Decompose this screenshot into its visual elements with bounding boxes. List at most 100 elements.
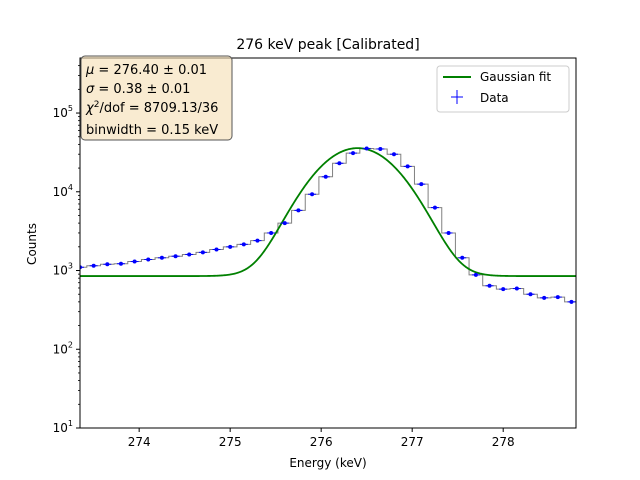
data-point-marker bbox=[460, 255, 465, 260]
data-point bbox=[540, 295, 549, 300]
data-point-marker bbox=[200, 250, 205, 255]
stats-line: σ = 0.38 ± 0.01 bbox=[86, 82, 190, 97]
data-point-marker bbox=[378, 146, 383, 151]
data-point bbox=[116, 261, 125, 266]
data-point bbox=[430, 205, 439, 210]
data-point bbox=[553, 295, 562, 300]
data-point bbox=[130, 259, 139, 264]
data-point bbox=[458, 255, 467, 260]
x-tick-label: 277 bbox=[401, 435, 424, 449]
data-point-marker bbox=[473, 272, 478, 277]
data-point-marker bbox=[187, 252, 192, 257]
plot-area: 274 275 276 277 278 101 102 103 104 105 Gaussian f… bbox=[53, 55, 577, 449]
legend-data-label: Data bbox=[480, 91, 509, 105]
data-point bbox=[253, 238, 262, 243]
data-point-marker bbox=[364, 146, 369, 151]
data-point bbox=[362, 146, 371, 151]
data-point-marker bbox=[118, 261, 123, 266]
data-point-marker bbox=[269, 230, 274, 235]
y-tick-label: 102 bbox=[53, 340, 73, 356]
legend: Gaussian fit Data bbox=[436, 65, 570, 113]
data-point-marker bbox=[323, 174, 328, 179]
data-point bbox=[499, 287, 508, 292]
data-point-marker bbox=[282, 221, 287, 226]
data-point bbox=[226, 244, 235, 249]
chart-title: 276 keV peak [Calibrated] bbox=[236, 37, 419, 53]
data-point-marker bbox=[419, 182, 424, 187]
plot-contents bbox=[80, 146, 576, 304]
data-point-marker bbox=[446, 230, 451, 235]
data-point-marker bbox=[487, 283, 492, 288]
data-point bbox=[417, 182, 426, 187]
data-point-marker bbox=[501, 287, 506, 292]
data-point bbox=[349, 151, 358, 156]
data-point bbox=[321, 174, 330, 179]
data-point-marker bbox=[528, 292, 533, 297]
data-point-marker bbox=[296, 208, 301, 213]
data-point bbox=[103, 262, 112, 267]
data-point bbox=[308, 192, 317, 197]
data-point bbox=[267, 230, 276, 235]
data-point-marker bbox=[337, 161, 342, 166]
data-point-marker bbox=[241, 242, 246, 247]
data-point bbox=[144, 257, 153, 262]
data-point bbox=[212, 247, 221, 252]
data-point-marker bbox=[432, 205, 437, 210]
data-point bbox=[157, 255, 166, 260]
data-point bbox=[335, 161, 344, 166]
data-point bbox=[171, 254, 180, 259]
data-point-marker bbox=[146, 257, 151, 262]
data-point bbox=[89, 263, 98, 268]
data-point bbox=[485, 283, 494, 288]
data-point-marker bbox=[173, 254, 178, 259]
axes-frame bbox=[79, 57, 577, 429]
legend-fit-label: Gaussian fit bbox=[480, 70, 551, 84]
y-axis-label: Counts bbox=[25, 223, 39, 265]
stats-binwidth: binwidth = 0.15 keV bbox=[86, 123, 218, 138]
data-point-marker bbox=[391, 152, 396, 157]
data-point bbox=[198, 250, 207, 255]
data-point bbox=[185, 252, 194, 257]
data-point bbox=[526, 292, 535, 297]
data-point-marker bbox=[255, 238, 260, 243]
data-point-marker bbox=[91, 263, 96, 268]
data-point-marker bbox=[132, 259, 137, 264]
y-tick-label: 105 bbox=[53, 104, 73, 120]
data-point bbox=[389, 152, 398, 157]
y-tick-label: 103 bbox=[53, 262, 73, 278]
x-tick-label: 274 bbox=[128, 435, 151, 449]
stats-line: μ = 276.40 ± 0.01 bbox=[85, 63, 207, 78]
data-point-marker bbox=[569, 299, 574, 304]
data-point bbox=[512, 286, 521, 291]
data-point bbox=[294, 208, 303, 213]
stats-box: μ = 276.40 ± 0.01 σ = 0.38 ± 0.01 χ2/dof =… bbox=[80, 55, 233, 141]
stats-box-bg bbox=[80, 55, 233, 141]
data-point bbox=[444, 230, 453, 235]
data-point-marker bbox=[555, 295, 560, 300]
data-point bbox=[567, 299, 576, 304]
data-point bbox=[376, 146, 385, 151]
y-tick-label: 101 bbox=[53, 419, 73, 435]
data-point-marker bbox=[351, 151, 356, 156]
data-point-marker bbox=[105, 262, 110, 267]
fit-curve bbox=[80, 147, 576, 277]
data-point-marker bbox=[405, 164, 410, 169]
data-point-marker bbox=[514, 286, 519, 291]
stats-line: χ2/dof = 8709.13/36 bbox=[85, 100, 218, 116]
data-point-marker bbox=[228, 244, 233, 249]
data-point bbox=[403, 164, 412, 169]
data-point-marker bbox=[542, 295, 547, 300]
data-point bbox=[280, 221, 289, 226]
y-tick-label: 104 bbox=[53, 183, 73, 199]
x-tick-label: 278 bbox=[492, 435, 515, 449]
data-point-marker bbox=[159, 255, 164, 260]
data-point bbox=[239, 242, 248, 247]
x-tick-label: 275 bbox=[219, 435, 242, 449]
x-tick-label: 276 bbox=[310, 435, 333, 449]
data-point-marker bbox=[214, 247, 219, 252]
data-point-marker bbox=[310, 192, 315, 197]
data-point bbox=[471, 272, 480, 277]
x-axis-label: Energy (keV) bbox=[289, 456, 366, 470]
histogram-steps bbox=[80, 147, 576, 303]
